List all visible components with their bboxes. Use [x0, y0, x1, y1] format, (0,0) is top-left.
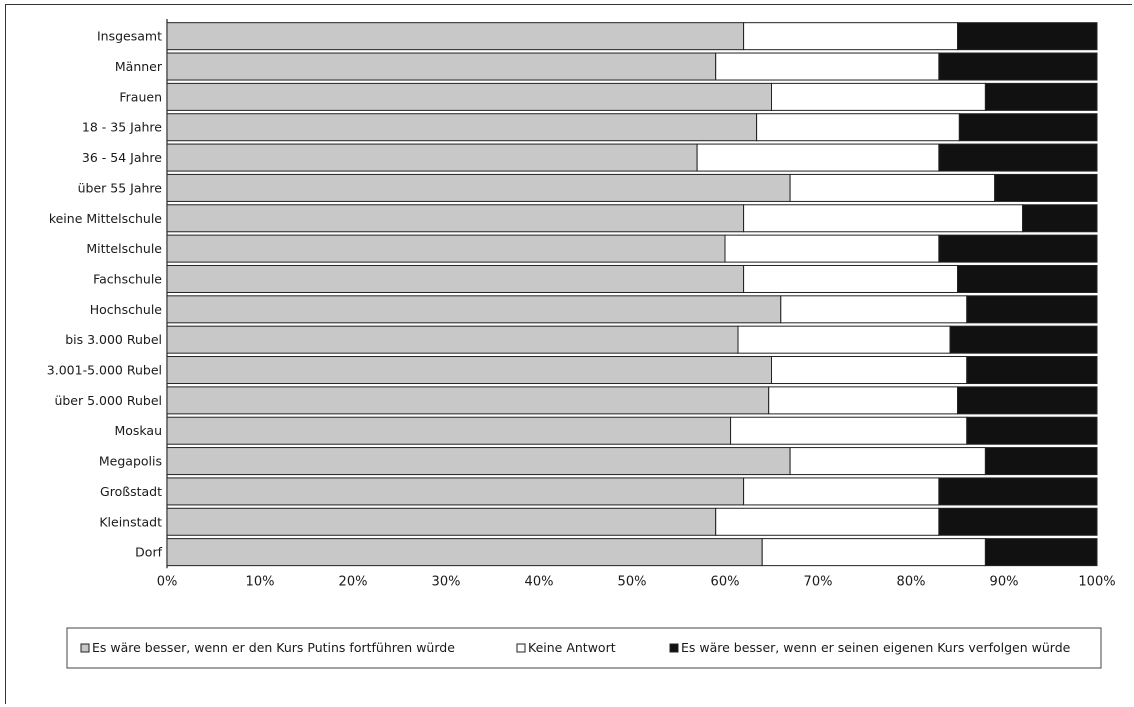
bar-segment-1	[166, 22, 745, 51]
category-label: Männer	[115, 59, 163, 74]
bar-segment-1	[166, 82, 772, 111]
category-label: Großstadt	[100, 484, 162, 499]
bar-segment-1	[166, 507, 717, 536]
bar-segment-3	[957, 22, 1098, 51]
legend: Es wäre besser, wenn er den Kurs Putins …	[66, 627, 1102, 669]
x-tick-label: 40%	[525, 574, 554, 589]
bar-segment-3	[984, 538, 1098, 567]
bar-segment-1	[166, 52, 717, 81]
bar-segment-2	[761, 538, 986, 567]
bar-segment-2	[771, 356, 968, 385]
bar-segment-2	[789, 447, 986, 476]
bar-segment-2	[768, 386, 959, 415]
category-label: Hochschule	[90, 302, 163, 317]
bar-segment-1	[166, 143, 698, 172]
bar-segment-3	[984, 447, 1098, 476]
bar-segment-3	[1022, 204, 1098, 233]
bar-segment-2	[743, 22, 958, 51]
legend-swatch-3	[669, 643, 679, 653]
bar-segment-3	[958, 113, 1098, 142]
bar-segment-2	[756, 113, 960, 142]
category-label: 36 - 54 Jahre	[82, 150, 162, 165]
bar-segment-3	[966, 356, 1098, 385]
category-label: über 55 Jahre	[78, 180, 163, 195]
category-label: Kleinstadt	[99, 514, 162, 529]
bar-segment-1	[166, 447, 791, 476]
x-tick-label: 0%	[157, 574, 178, 589]
category-label: Megapolis	[99, 454, 162, 469]
bar-segment-3	[957, 264, 1098, 293]
bar-segment-2	[737, 325, 951, 354]
bars-group	[166, 19, 1098, 569]
bar-segment-3	[938, 477, 1098, 506]
category-labels: Insgesamt Männer Frauen 18 - 35 Jahre 36 - 5…	[47, 29, 163, 560]
x-tick-label: 90%	[990, 574, 1019, 589]
chart-frame	[5, 4, 1132, 704]
bar-segment-1	[166, 386, 770, 415]
bar-segment-1	[166, 173, 791, 202]
bar-segment-2	[780, 295, 968, 324]
bar-segment-3	[938, 234, 1098, 263]
bar-segment-2	[724, 234, 940, 263]
category-label: 18 - 35 Jahre	[82, 120, 162, 135]
category-label: Dorf	[135, 545, 162, 560]
bar-segment-3	[966, 295, 1098, 324]
category-label: Insgesamt	[97, 29, 162, 44]
x-tick-label: 70%	[804, 574, 833, 589]
legend-swatch-2	[516, 643, 526, 653]
bar-segment-2	[715, 52, 940, 81]
bar-segment-2	[715, 507, 940, 536]
bar-segment-3	[984, 82, 1098, 111]
bar-segment-1	[166, 356, 772, 385]
x-tick-label: 10%	[246, 574, 275, 589]
bar-segment-3	[938, 52, 1098, 81]
x-tick-label: 20%	[339, 574, 368, 589]
bar-segment-2	[789, 173, 996, 202]
category-label: keine Mittelschule	[49, 211, 162, 226]
bar-segment-1	[166, 325, 739, 354]
legend-label-1: Es wäre besser, wenn er den Kurs Putins …	[92, 640, 455, 655]
bar-segment-1	[166, 416, 732, 445]
category-label: über 5.000 Rubel	[54, 393, 162, 408]
bar-segment-1	[166, 477, 745, 506]
bar-segment-3	[966, 416, 1098, 445]
legend-label-3: Es wäre besser, wenn er seinen eigenen K…	[681, 640, 1071, 655]
bar-segment-3	[938, 143, 1098, 172]
category-label: 3.001-5.000 Rubel	[47, 363, 162, 378]
bar-segment-2	[730, 416, 968, 445]
x-tick-label: 30%	[432, 574, 461, 589]
bar-segment-2	[771, 82, 986, 111]
legend-swatch-1	[80, 643, 90, 653]
x-tick-labels: 0% 10% 20% 30% 40% 50% 60% 70% 80% 90% 100%	[157, 574, 1116, 589]
x-tick-label: 60%	[711, 574, 740, 589]
bar-segment-1	[166, 234, 726, 263]
bar-segment-3	[949, 325, 1098, 354]
bar-segment-2	[696, 143, 940, 172]
legend-label-2: Keine Antwort	[528, 640, 616, 655]
category-label: Moskau	[114, 423, 162, 438]
x-tick-label: 100%	[1078, 574, 1115, 589]
bar-segment-1	[166, 264, 745, 293]
bar-segment-2	[743, 264, 958, 293]
category-label: Fachschule	[93, 271, 162, 286]
category-label: Frauen	[119, 89, 162, 104]
category-label: bis 3.000 Rubel	[65, 332, 162, 347]
x-tick-label: 50%	[618, 574, 647, 589]
legend-box	[66, 627, 1102, 669]
bar-segment-2	[743, 204, 1024, 233]
bar-segment-3	[957, 386, 1098, 415]
bar-segment-3	[994, 173, 1098, 202]
bar-segment-1	[166, 204, 745, 233]
bar-segment-1	[166, 538, 763, 567]
bar-segment-3	[938, 507, 1098, 536]
bar-segment-1	[166, 113, 758, 142]
bar-segment-2	[743, 477, 940, 506]
x-tick-label: 80%	[897, 574, 926, 589]
bar-segment-1	[166, 295, 782, 324]
category-label: Mittelschule	[86, 241, 162, 256]
